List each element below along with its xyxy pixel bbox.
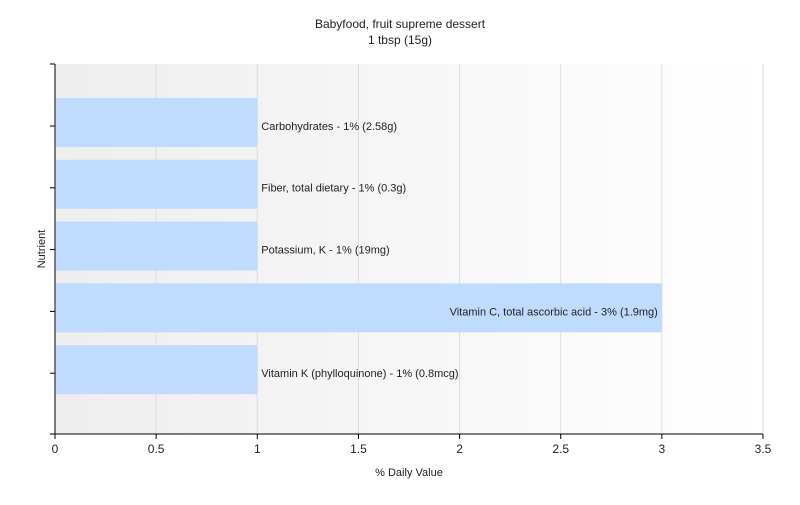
bar — [56, 97, 258, 147]
bar-label: Vitamin C, total ascorbic acid - 3% (1.9… — [450, 306, 658, 318]
y-axis-title: Nutrient — [36, 230, 48, 269]
bar-label: Potassium, K - 1% (19mg) — [261, 245, 389, 257]
x-tick-label: 2 — [456, 442, 463, 456]
bar — [56, 159, 258, 209]
chart-subtitle: 1 tbsp (15g) — [368, 33, 432, 47]
chart-title: Babyfood, fruit supreme dessert — [315, 17, 486, 31]
bar-labels: Carbohydrates - 1% (2.58g) Fiber, total d… — [261, 121, 658, 380]
x-tick-label: 0 — [52, 442, 59, 456]
bar — [56, 345, 258, 395]
x-tick-label: 2.5 — [552, 442, 569, 456]
bar-label: Vitamin K (phylloquinone) - 1% (0.8mcg) — [261, 368, 458, 380]
bars — [56, 97, 662, 395]
bar-label: Fiber, total dietary - 1% (0.3g) — [261, 183, 406, 195]
axes: 0 0.5 1 1.5 2 2.5 3 3.5 — [50, 63, 772, 456]
x-tick-label: 1.5 — [350, 442, 367, 456]
x-tick-label: 1 — [254, 442, 261, 456]
x-axis-title: % Daily Value — [375, 467, 443, 479]
bar — [56, 283, 662, 333]
bar — [56, 221, 258, 271]
x-tick-label: 0.5 — [148, 442, 165, 456]
bar-label: Carbohydrates - 1% (2.58g) — [261, 121, 397, 133]
x-tick-label: 3 — [659, 442, 666, 456]
x-tick-label: 3.5 — [755, 442, 772, 456]
